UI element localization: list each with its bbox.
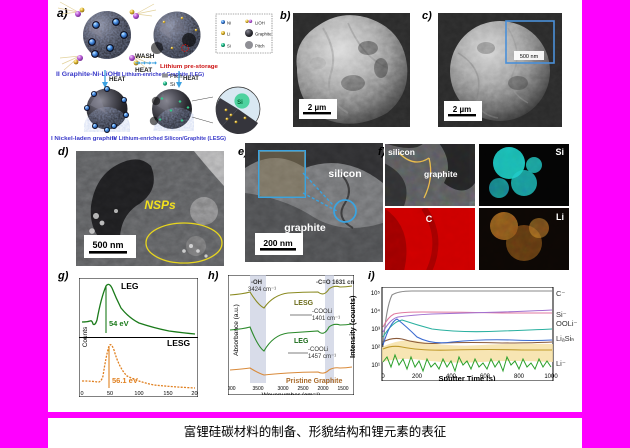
svg-text:LEG: LEG — [121, 281, 139, 291]
svg-text:500 nm: 500 nm — [92, 240, 123, 250]
svg-text:LESG: LESG — [294, 300, 314, 307]
svg-text:500 nm: 500 nm — [520, 54, 539, 60]
svg-text:Counts: Counts — [82, 326, 89, 347]
svg-text:Pitch: Pitch — [170, 74, 182, 80]
svg-text:200 nm: 200 nm — [263, 238, 293, 248]
svg-text:2 µm: 2 µm — [308, 103, 326, 112]
svg-text:10¹: 10¹ — [371, 363, 380, 369]
svg-text:10⁵: 10⁵ — [371, 290, 381, 297]
svg-text:1500: 1500 — [337, 386, 348, 392]
svg-text:OOLi⁻: OOLi⁻ — [556, 319, 578, 328]
svg-text:HEAT: HEAT — [183, 76, 199, 82]
svg-text:56.1 eV: 56.1 eV — [112, 376, 138, 385]
svg-text:HEAT: HEAT — [135, 67, 152, 74]
svg-text:Si: Si — [227, 44, 231, 49]
svg-text:-OH: -OH — [251, 280, 262, 286]
svg-text:10⁴: 10⁴ — [371, 308, 381, 315]
svg-text:Absorbance (a.u.): Absorbance (a.u.) — [233, 304, 240, 356]
svg-text:I Nickel-laden graphite: I Nickel-laden graphite — [51, 136, 117, 142]
svg-text:Sputter Time (s): Sputter Time (s) — [439, 374, 496, 381]
svg-text:Li⁻: Li⁻ — [556, 359, 566, 368]
svg-text:4000: 4000 — [228, 386, 236, 392]
svg-text:LESG: LESG — [167, 338, 191, 348]
svg-text:Graphite: Graphite — [255, 32, 272, 37]
svg-text:0: 0 — [80, 391, 83, 397]
svg-text:HEAT: HEAT — [109, 76, 126, 83]
svg-text:10²: 10² — [371, 345, 380, 351]
svg-text:Si: Si — [555, 147, 564, 157]
svg-text:10³: 10³ — [371, 327, 380, 333]
svg-text:-C=O 1631 cm⁻¹: -C=O 1631 cm⁻¹ — [316, 279, 354, 286]
svg-text:Wavenumber (cm⁻¹): Wavenumber (cm⁻¹) — [262, 392, 321, 395]
svg-text:200: 200 — [191, 391, 198, 397]
svg-text:Lithium pre-storage: Lithium pre-storage — [160, 64, 219, 70]
svg-text:WASH: WASH — [135, 53, 155, 60]
svg-text:1000: 1000 — [544, 374, 558, 380]
svg-text:graphite: graphite — [424, 169, 458, 179]
svg-text:Si⁻: Si⁻ — [556, 310, 567, 319]
svg-text:Pristine Graphite: Pristine Graphite — [286, 378, 343, 385]
svg-text:LiₐSiₕ: LiₐSiₕ — [556, 334, 574, 343]
svg-text:C: C — [426, 214, 433, 224]
svg-text:50: 50 — [107, 391, 113, 397]
svg-text:3424 cm⁻¹: 3424 cm⁻¹ — [248, 287, 276, 293]
svg-text:1457 cm⁻¹: 1457 cm⁻¹ — [308, 354, 336, 360]
svg-text:54 eV: 54 eV — [109, 319, 129, 328]
svg-text:Si: Si — [170, 82, 175, 88]
svg-text:800: 800 — [514, 374, 525, 380]
svg-text:Ni: Ni — [227, 21, 231, 26]
svg-text:silicon: silicon — [328, 168, 361, 180]
svg-text:LEG: LEG — [294, 338, 309, 345]
svg-text:silicon: silicon — [388, 147, 415, 157]
svg-text:Li: Li — [556, 212, 564, 222]
svg-text:NSPs: NSPs — [144, 198, 176, 212]
svg-text:Pitch: Pitch — [255, 44, 265, 49]
svg-text:-COOLi: -COOLi — [308, 347, 328, 353]
svg-text:LiOH: LiOH — [255, 21, 265, 26]
svg-text:C⁻: C⁻ — [556, 289, 565, 298]
svg-text:-COOLi: -COOLi — [312, 309, 332, 315]
svg-text:200: 200 — [412, 374, 423, 380]
svg-text:graphite: graphite — [284, 222, 326, 234]
svg-text:Si: Si — [237, 100, 243, 106]
svg-text:2 µm: 2 µm — [453, 105, 471, 114]
svg-text:1401 cm⁻¹: 1401 cm⁻¹ — [312, 316, 340, 322]
svg-text:IV Lithium-enriched Silicon/Gr: IV Lithium-enriched Silicon/Graphite (LE… — [112, 136, 226, 142]
svg-text:⇝⇝⇝⇝: ⇝⇝⇝⇝ — [135, 60, 157, 67]
svg-text:Li: Li — [227, 32, 230, 37]
svg-text:150: 150 — [163, 391, 172, 397]
